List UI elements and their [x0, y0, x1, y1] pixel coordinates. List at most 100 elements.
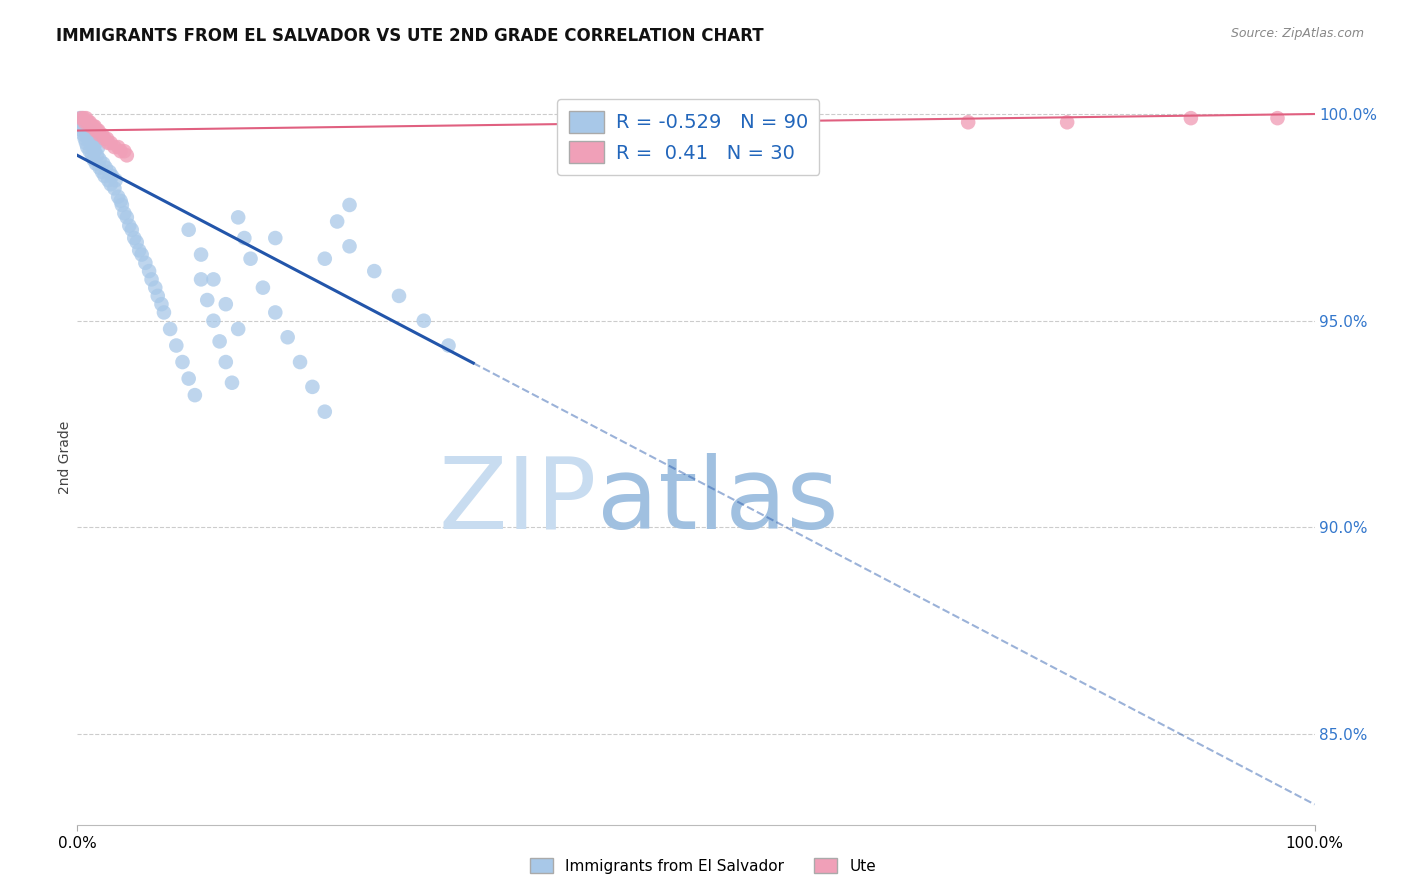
Point [165, 338, 187, 352]
Point [73, 115, 96, 129]
Point [177, 371, 200, 385]
Point [70, 120, 93, 134]
Point [101, 169, 124, 183]
Point [141, 272, 163, 286]
Text: atlas: atlas [598, 453, 838, 549]
Point [111, 198, 134, 212]
Point [91, 165, 114, 179]
Point [69, 111, 91, 125]
Point [264, 305, 287, 319]
Point [97, 173, 120, 187]
Point [226, 211, 249, 225]
Point [121, 223, 143, 237]
Point [82, 140, 104, 154]
Point [86, 148, 108, 162]
Point [72, 123, 94, 137]
Point [172, 355, 194, 369]
Point [70, 115, 93, 129]
Point [264, 231, 287, 245]
Point [89, 128, 111, 142]
Point [363, 264, 385, 278]
Point [277, 330, 299, 344]
Point [184, 388, 207, 402]
Point [82, 148, 104, 162]
Point [110, 145, 132, 159]
Point [412, 314, 434, 328]
Point [94, 161, 117, 175]
Point [96, 132, 118, 146]
Point [437, 338, 460, 352]
Point [103, 181, 125, 195]
Point [76, 128, 98, 142]
Point [190, 247, 212, 261]
Point [82, 128, 104, 142]
Point [128, 244, 150, 258]
Point [82, 153, 104, 167]
Point [84, 123, 107, 137]
Point [107, 140, 129, 154]
Point [1267, 111, 1289, 125]
Point [72, 111, 94, 125]
Point [72, 115, 94, 129]
Point [72, 111, 94, 125]
Point [86, 123, 108, 137]
Point [233, 231, 256, 245]
Point [326, 214, 349, 228]
Point [110, 194, 132, 208]
Point [84, 136, 107, 150]
Point [195, 293, 218, 307]
Point [83, 120, 105, 134]
Point [239, 252, 262, 266]
Point [388, 289, 411, 303]
Point [122, 231, 145, 245]
Point [91, 156, 114, 170]
Point [76, 140, 98, 154]
Point [190, 272, 212, 286]
Point [98, 165, 121, 179]
Point [252, 280, 274, 294]
Point [83, 145, 105, 159]
Point [72, 128, 94, 142]
Point [783, 115, 806, 129]
Point [76, 115, 98, 129]
Point [159, 322, 181, 336]
Point [75, 136, 97, 150]
Point [131, 247, 153, 261]
Point [215, 355, 238, 369]
Point [118, 219, 141, 233]
Y-axis label: 2nd Grade: 2nd Grade [58, 420, 72, 494]
Point [79, 145, 101, 159]
Point [82, 120, 104, 134]
Point [79, 115, 101, 129]
Point [107, 190, 129, 204]
Text: IMMIGRANTS FROM EL SALVADOR VS UTE 2ND GRADE CORRELATION CHART: IMMIGRANTS FROM EL SALVADOR VS UTE 2ND G… [56, 27, 763, 45]
Point [73, 132, 96, 146]
Point [100, 178, 122, 192]
Point [177, 223, 200, 237]
Point [146, 289, 169, 303]
Point [125, 235, 148, 249]
Legend: R = -0.529   N = 90, R =  0.41   N = 30: R = -0.529 N = 90, R = 0.41 N = 30 [557, 99, 820, 175]
Point [80, 120, 103, 134]
Point [226, 322, 249, 336]
Point [77, 132, 100, 146]
Text: ZIP: ZIP [439, 453, 598, 549]
Point [100, 136, 122, 150]
Point [115, 211, 138, 225]
Point [87, 123, 110, 137]
Point [221, 376, 243, 390]
Point [957, 115, 980, 129]
Point [75, 123, 97, 137]
Point [202, 314, 225, 328]
Point [89, 153, 111, 167]
Point [288, 355, 311, 369]
Point [97, 136, 120, 150]
Point [150, 297, 173, 311]
Point [138, 264, 160, 278]
Point [77, 115, 100, 129]
Point [70, 111, 93, 125]
Point [87, 140, 110, 154]
Point [115, 148, 138, 162]
Point [314, 405, 336, 419]
Point [93, 169, 115, 183]
